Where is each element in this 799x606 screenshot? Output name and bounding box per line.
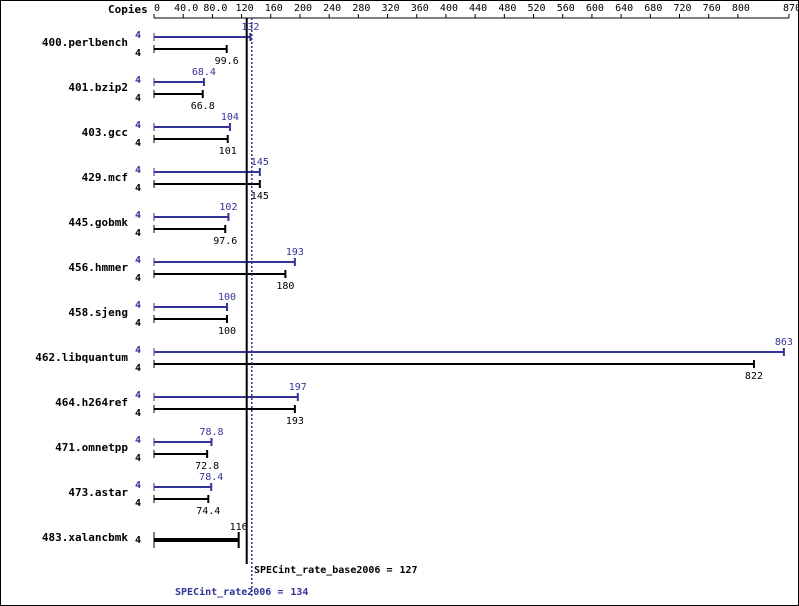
value-label: 68.4 [192,67,216,78]
x-tick-label: 760 [703,3,721,14]
reference-name: SPECint_rate2006 = [175,586,283,598]
x-tick-label: 200 [294,3,312,14]
benchmark-label: 429.mcf [82,171,128,184]
copies-label: 4 [135,210,141,221]
copies-label: 4 [135,138,141,149]
copies-label: 4 [135,318,141,329]
copies-label: 4 [135,345,141,356]
benchmark-label: 445.gobmk [68,216,128,229]
x-tick-label: 280 [352,3,370,14]
value-label: 100 [218,292,236,303]
value-label: 72.8 [195,461,219,472]
x-tick-label: 40.0 [174,3,198,14]
x-tick-label: 720 [673,3,691,14]
benchmark-label: 401.bzip2 [68,81,128,94]
value-label: 197 [289,382,307,393]
value-label: 101 [219,146,237,157]
reference-label: SPECint_rate2006 = 134 [175,586,308,598]
benchmark-label: 403.gcc [82,126,128,139]
x-tick-label: 240 [323,3,341,14]
copies-label: 4 [135,255,141,266]
benchmark-label: 473.astar [68,486,128,499]
benchmark-label: 458.sjeng [68,306,128,319]
copies-label: 4 [135,498,141,509]
copies-label: 4 [135,183,141,194]
copies-label: 4 [135,390,141,401]
value-label: 104 [221,112,239,123]
value-label: 145 [251,157,269,168]
value-label: 193 [286,247,304,258]
copies-label: 4 [135,300,141,311]
copies-label: 4 [135,228,141,239]
x-tick-label: 320 [382,3,400,14]
value-label: 97.6 [213,236,237,247]
value-label: 66.8 [191,101,215,112]
x-tick-label: 870 [783,3,799,14]
value-label: 116 [230,522,248,533]
value-label: 863 [775,337,793,348]
value-label: 102 [219,202,237,213]
value-label: 193 [286,416,304,427]
copies-label: 4 [135,165,141,176]
value-label: 100 [218,326,236,337]
x-tick-label: 560 [557,3,575,14]
x-tick-label: 640 [615,3,633,14]
reference-value: 127 [399,565,417,576]
copies-label: 4 [135,273,141,284]
benchmark-label: 462.libquantum [35,351,128,364]
benchmark-label: 400.perlbench [42,36,128,49]
x-tick-label: 800 [732,3,750,14]
x-tick-label: 680 [644,3,662,14]
value-label: 145 [251,191,269,202]
x-tick-label: 80.0 [203,3,227,14]
x-tick-label: 120 [236,3,254,14]
x-tick-label: 160 [265,3,283,14]
copies-label: 4 [135,408,141,419]
copies-label: 4 [135,30,141,41]
x-tick-label: 400 [440,3,458,14]
reference-label: SPECint_rate_base2006 = 127 [254,564,418,576]
copies-label: 4 [135,48,141,59]
value-label: 132 [241,22,259,33]
value-label: 78.8 [199,427,223,438]
reference-name: SPECint_rate_base2006 = [254,564,392,576]
copies-label: 4 [135,75,141,86]
benchmark-label: 471.omnetpp [55,441,128,454]
copies-label: 4 [135,453,141,464]
copies-label: 4 [135,480,141,491]
x-tick-label: 520 [528,3,546,14]
x-tick-label: 360 [411,3,429,14]
copies-label: 4 [135,363,141,374]
x-tick-label: 440 [469,3,487,14]
value-label: 78.4 [199,472,223,483]
copies-label: 4 [135,435,141,446]
value-label: 99.6 [215,56,239,67]
value-label: 74.4 [196,506,220,517]
value-label: 180 [276,281,294,292]
benchmark-label: 483.xalancbmk [42,531,128,544]
copies-header: Copies [108,3,148,16]
value-label: 822 [745,371,763,382]
copies-label: 4 [135,120,141,131]
copies-label: 4 [135,535,141,546]
x-tick-label: 0 [154,3,160,14]
x-tick-label: 480 [498,3,516,14]
copies-label: 4 [135,93,141,104]
benchmark-label: 456.hmmer [68,261,128,274]
x-tick-label: 600 [586,3,604,14]
benchmark-label: 464.h264ref [55,396,128,409]
reference-value: 134 [290,587,308,598]
